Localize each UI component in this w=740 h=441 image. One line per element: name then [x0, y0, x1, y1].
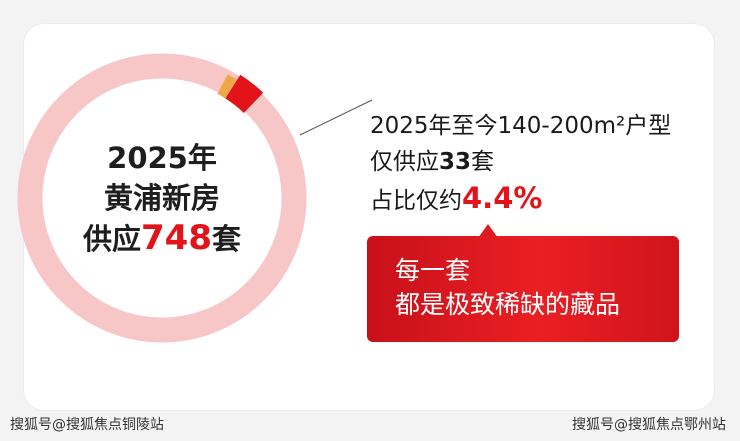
annotation-row-3: 占比仅约4.4% — [370, 181, 543, 215]
leader-line — [299, 99, 373, 136]
donut-center-label: 2025年 黄浦新房 供应748套 — [82, 138, 242, 259]
center-supply-number: 748 — [141, 218, 212, 258]
annotation-row-2: 仅供应33套 — [370, 149, 495, 175]
slice-annotation: 2025年至今140-200m²户型 仅供应33套 占比仅约4.4% — [370, 108, 671, 219]
callout-line-1: 每一套 — [395, 256, 471, 285]
donut-highlight-slice-edge — [217, 74, 238, 99]
donut-highlight-slice — [225, 74, 264, 113]
annotation-count: 33 — [439, 149, 472, 175]
center-year: 2025年 — [107, 141, 217, 175]
donut-ring-slice — [17, 53, 307, 343]
infographic-card — [24, 24, 714, 410]
annotation-percent: 4.4% — [462, 181, 543, 215]
watermark-right: 搜狐号@搜狐焦点鄂州站 — [572, 417, 726, 433]
callout-line-2: 都是极致稀缺的藏品 — [395, 290, 621, 319]
watermark-left: 搜狐号@搜狐焦点铜陵站 — [10, 417, 164, 433]
callout-pointer — [478, 224, 498, 238]
center-district: 黄浦新房 — [103, 181, 220, 215]
callout-box: 每一套 都是极致稀缺的藏品 — [367, 236, 679, 342]
annotation-row-1: 2025年至今140-200m²户型 — [370, 113, 672, 139]
center-supply: 供应748套 — [82, 218, 241, 258]
